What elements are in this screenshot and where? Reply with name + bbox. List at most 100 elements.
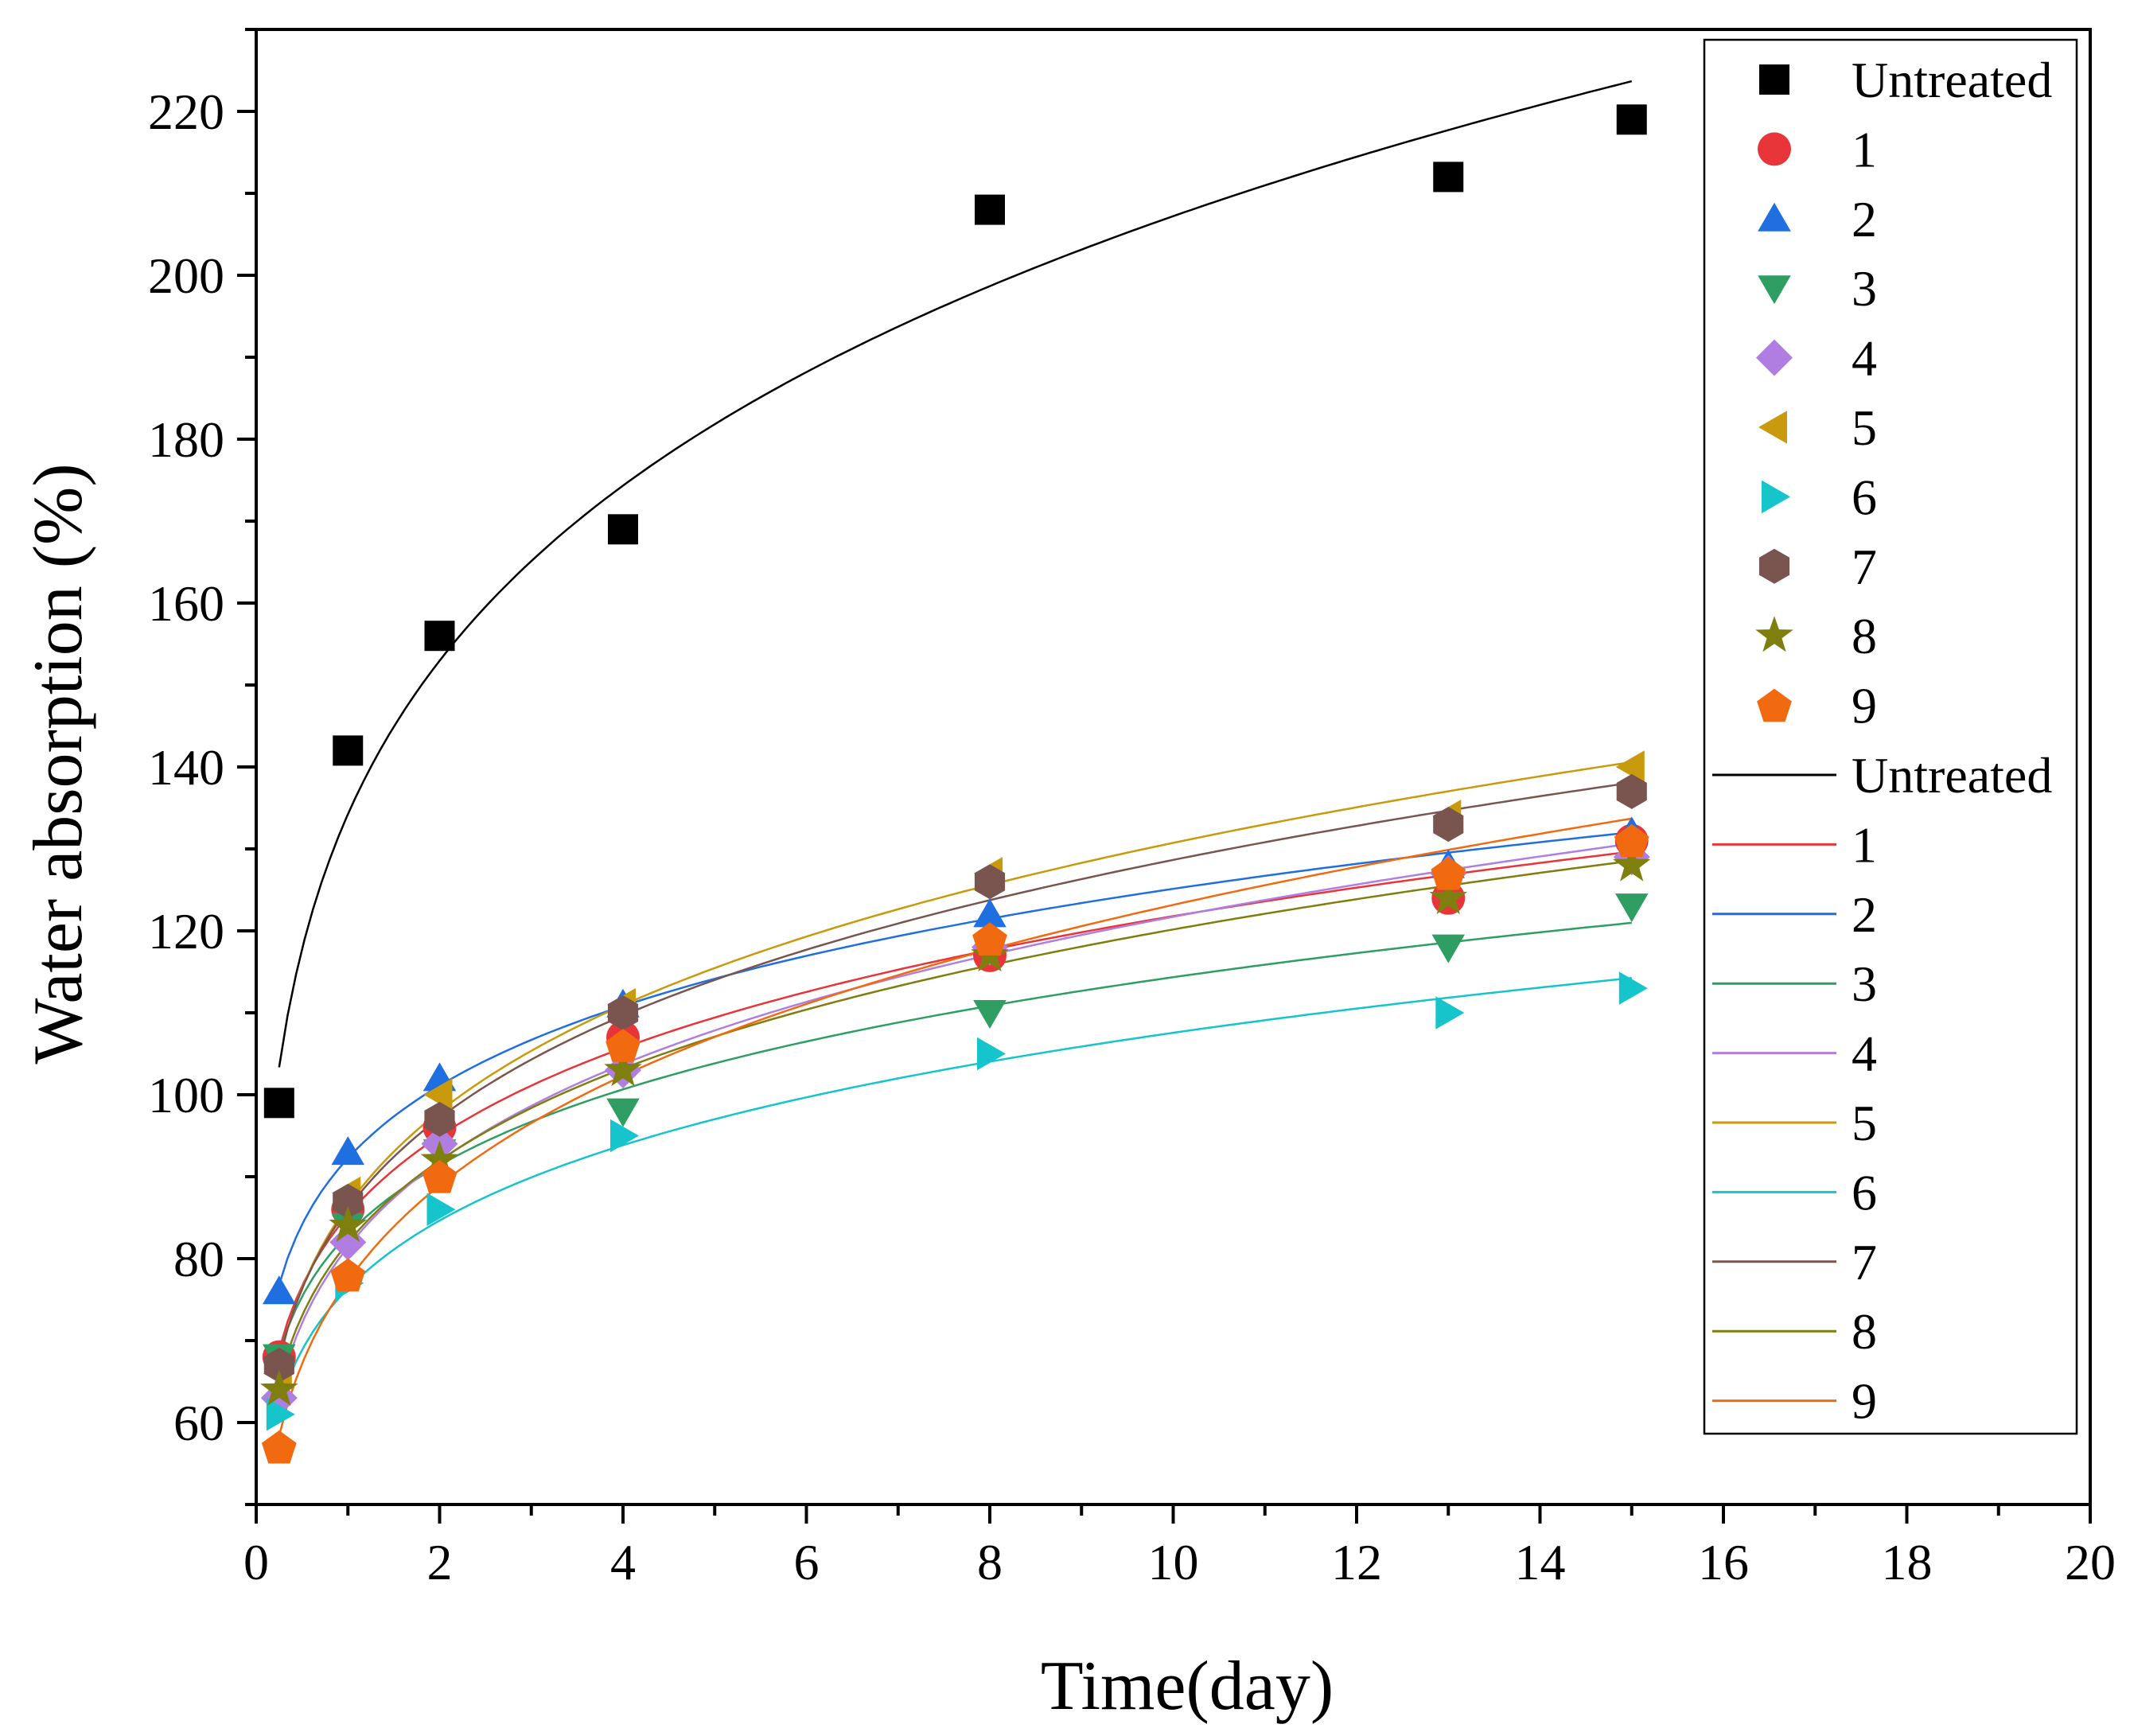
legend-marker-label-4: 4	[1852, 330, 1877, 387]
x-tick-label-1: 2	[427, 1534, 453, 1590]
data-point-s8-6	[1613, 845, 1651, 882]
data-point-s7-6	[1616, 773, 1647, 809]
data-point-s7-0	[263, 1347, 294, 1383]
data-point-s7-5	[1433, 807, 1464, 843]
data-point-s6-6	[1618, 971, 1648, 1005]
legend-marker-6	[1762, 480, 1790, 514]
data-point-s7-2	[424, 1101, 455, 1137]
legend-line-label-8: 8	[1852, 1303, 1877, 1360]
data-point-s3-5	[1431, 934, 1465, 963]
data-point-s9-6	[1614, 823, 1649, 858]
data-point-s7-1	[333, 1183, 364, 1219]
y-tick-label-6: 180	[148, 411, 224, 468]
data-point-s3-3	[606, 1098, 640, 1127]
data-point-s5-6	[1615, 750, 1645, 784]
legend: Untreated 1 2 3 4 5 6 7 8 9 Untreated 1 2 3 4 5 6 7 8 9	[1703, 38, 2078, 1435]
data-point-s0-5	[1433, 162, 1464, 193]
legend-line-label-7: 7	[1852, 1234, 1877, 1290]
data-point-s9-5	[1431, 856, 1466, 890]
x-tick-label-3: 6	[794, 1534, 820, 1590]
legend-marker-7	[1758, 548, 1790, 584]
x-tick-label-5: 10	[1148, 1534, 1199, 1590]
x-tick-label-0: 0	[243, 1534, 269, 1590]
data-point-s0-3	[608, 514, 638, 545]
data-point-s0-0	[263, 1088, 294, 1119]
data-point-s0-6	[1616, 104, 1647, 135]
x-tick-label-9: 18	[1882, 1534, 1933, 1590]
y-tick-label-7: 200	[148, 247, 224, 304]
data-point-s7-4	[974, 864, 1006, 900]
legend-marker-label-6: 6	[1852, 469, 1877, 525]
legend-line-label-4: 4	[1852, 1026, 1877, 1082]
fit-curves	[278, 80, 1633, 1436]
legend-marker-0	[1759, 64, 1789, 95]
data-markers	[260, 104, 1651, 1464]
data-point-s9-3	[606, 1029, 641, 1062]
data-point-s6-2	[426, 1193, 456, 1226]
fit-curve-6	[278, 977, 1632, 1406]
data-point-s6-0	[266, 1397, 295, 1431]
data-point-s3-6	[1615, 893, 1649, 923]
fit-curve-1	[278, 850, 1632, 1350]
legend-line-label-9: 9	[1852, 1373, 1877, 1430]
data-point-s8-0	[260, 1369, 298, 1406]
legend-line-label-6: 6	[1852, 1164, 1877, 1220]
data-point-s6-4	[977, 1037, 1006, 1071]
x-tick-label-7: 14	[1515, 1534, 1566, 1590]
data-point-s8-5	[1429, 878, 1467, 914]
data-point-s5-2	[423, 1078, 453, 1111]
legend-line-label-0: Untreated	[1852, 747, 2052, 804]
data-point-s0-4	[975, 194, 1005, 225]
data-point-s6-5	[1435, 996, 1465, 1030]
y-axis-label: Water absorption (%)	[20, 463, 97, 1064]
legend-marker-label-0: Untreated	[1852, 52, 2052, 108]
data-point-s0-2	[424, 621, 455, 652]
legend-marker-9	[1757, 688, 1792, 722]
data-point-s2-1	[331, 1136, 364, 1166]
y-tick-label-1: 80	[173, 1231, 224, 1287]
y-tick-label-4: 140	[148, 739, 224, 796]
legend-marker-label-8: 8	[1852, 608, 1877, 664]
fit-curve-4	[278, 843, 1632, 1391]
fit-curve-2	[278, 831, 1632, 1286]
legend-marker-label-3: 3	[1852, 260, 1877, 317]
legend-marker-2	[1758, 202, 1791, 232]
data-point-s4-1	[329, 1224, 367, 1261]
data-point-s9-2	[422, 1160, 458, 1193]
fit-curve-5	[278, 761, 1632, 1362]
x-tick-label-4: 8	[977, 1534, 1003, 1590]
x-tick-label-6: 12	[1331, 1534, 1382, 1590]
data-point-s3-4	[973, 1000, 1007, 1029]
x-tick-label-10: 20	[2065, 1534, 2116, 1590]
legend-line-label-1: 1	[1852, 816, 1877, 873]
data-point-s7-3	[607, 995, 639, 1030]
x-tick-label-2: 4	[610, 1534, 636, 1590]
data-point-s9-1	[330, 1258, 366, 1292]
y-tick-label-3: 120	[148, 903, 224, 959]
legend-marker-label-1: 1	[1852, 121, 1877, 177]
data-point-s6-3	[610, 1119, 639, 1153]
y-tick-label-8: 220	[148, 84, 224, 140]
legend-marker-3	[1758, 275, 1791, 305]
x-axis-label: Time(day)	[1041, 1648, 1334, 1725]
legend-marker-8	[1755, 616, 1793, 652]
legend-marker-label-5: 5	[1852, 399, 1877, 456]
legend-marker-1	[1758, 132, 1791, 166]
legend-marker-label-9: 9	[1852, 678, 1877, 734]
y-tick-label-2: 100	[148, 1067, 224, 1123]
fit-curve-8	[278, 859, 1632, 1381]
data-point-s9-4	[972, 922, 1007, 956]
legend-box	[1703, 38, 2078, 1435]
fit-curve-3	[278, 921, 1632, 1354]
data-point-s8-3	[604, 1050, 642, 1087]
fit-curve-7	[278, 781, 1632, 1360]
fit-curve-9	[278, 817, 1632, 1436]
axes: 0 2 4 6 8 10 12 14 16 18 2060801001201401601802002…	[148, 28, 2116, 1590]
data-point-s8-2	[420, 1140, 459, 1177]
y-tick-label-0: 60	[173, 1395, 224, 1451]
data-point-s8-1	[329, 1205, 367, 1242]
legend-line-label-3: 3	[1852, 956, 1877, 1012]
data-point-s0-1	[333, 735, 364, 766]
legend-marker-5	[1758, 411, 1787, 444]
legend-line-label-2: 2	[1852, 886, 1877, 943]
